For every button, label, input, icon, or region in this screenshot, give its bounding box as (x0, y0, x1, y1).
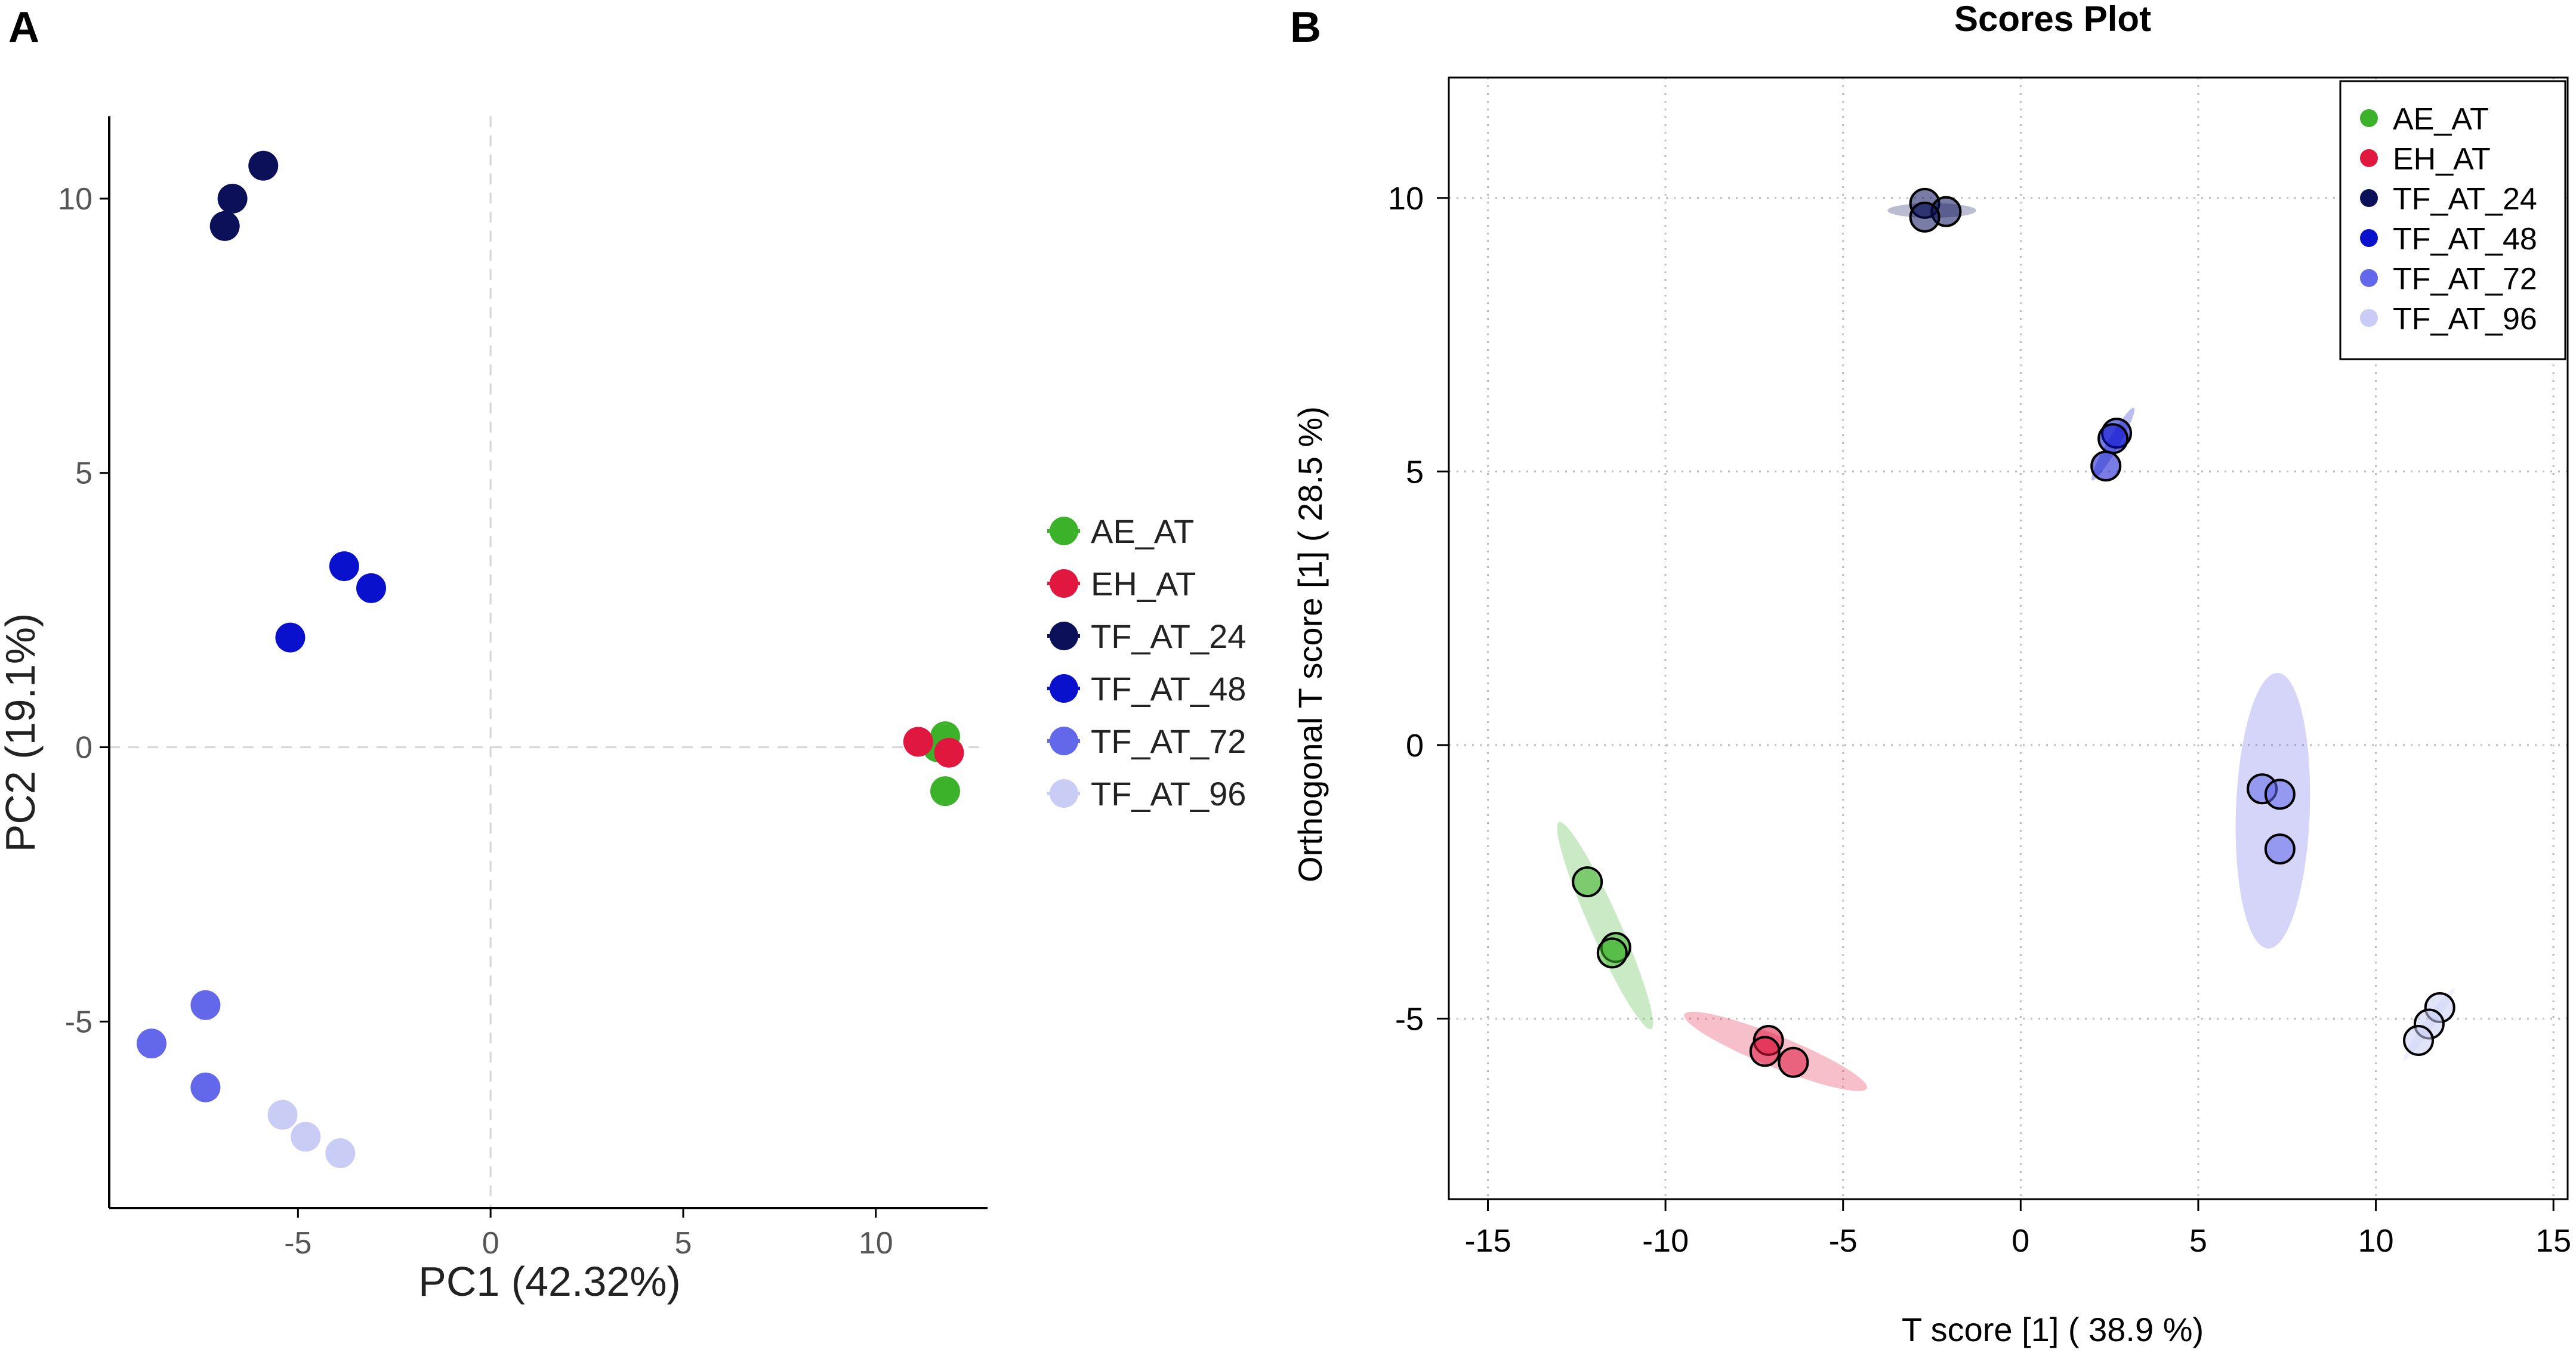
a-point-tf-at-24 (209, 211, 240, 241)
a-x-tick-label: -5 (284, 1226, 311, 1261)
b-legend-key-dot (2360, 149, 2378, 167)
a-y-axis-label: PC2 (19.1%) (0, 613, 44, 853)
b-ellipse-tf-at-72 (2235, 672, 2310, 949)
a-point-ae-at (930, 776, 960, 807)
b-legend-label: TF_AT_48 (2393, 222, 2537, 257)
a-legend-label: TF_AT_72 (1091, 722, 1246, 760)
b-x-tick-label: 10 (2358, 1223, 2394, 1259)
a-y-tick-label: 5 (75, 456, 92, 491)
panel-a-label: A (8, 4, 39, 51)
b-legend-box (2339, 80, 2566, 360)
a-legend-key-dot (1050, 622, 1078, 650)
a-legend-label: EH_AT (1091, 565, 1196, 603)
a-legend-key-dot (1050, 779, 1078, 808)
b-y-tick-label: -5 (1395, 1001, 1424, 1037)
b-point-tf-at-48 (2097, 423, 2129, 455)
b-y-tick-label: 10 (1388, 181, 1424, 217)
b-x-tick-label: -15 (1464, 1223, 1511, 1259)
b-legend-key-dot (2360, 229, 2378, 247)
a-legend-label: TF_AT_48 (1091, 670, 1246, 708)
b-legend-key-dot (2360, 309, 2378, 327)
b-x-tick-label: -10 (1642, 1223, 1689, 1259)
a-legend-key-dot (1050, 517, 1078, 545)
b-point-ae-at (1572, 866, 1603, 898)
b-chart-title: Scores Plot (1954, 0, 2151, 39)
a-y-tick-label: 10 (58, 182, 92, 217)
a-point-tf-at-72 (190, 1072, 221, 1102)
a-point-eh-at (934, 737, 964, 768)
b-point-eh-at (1749, 1036, 1781, 1067)
a-point-tf-at-48 (356, 573, 387, 603)
b-point-tf-at-48 (2090, 450, 2122, 482)
a-point-tf-at-24 (217, 183, 248, 214)
a-x-tick-label: 0 (482, 1226, 499, 1261)
a-legend-label: TF_AT_96 (1091, 775, 1246, 813)
a-point-tf-at-96 (325, 1138, 356, 1169)
a-point-tf-at-48 (275, 622, 306, 653)
a-legend-label: TF_AT_24 (1091, 617, 1246, 655)
a-point-tf-at-96 (267, 1100, 298, 1130)
a-legend-key-dot (1050, 569, 1078, 598)
b-legend-key-dot (2360, 189, 2378, 207)
b-legend-label: EH_AT (2393, 142, 2491, 177)
b-x-tick-label: 5 (2189, 1223, 2207, 1259)
b-legend-label: TF_AT_96 (2393, 302, 2537, 336)
b-x-axis-label: T score [1] ( 38.9 %) (1902, 1311, 2204, 1348)
b-legend-label: TF_AT_72 (2393, 262, 2537, 297)
b-y-tick-label: 0 (1406, 728, 1424, 764)
a-point-tf-at-72 (190, 990, 221, 1020)
a-legend-key-dot (1050, 674, 1078, 703)
b-x-tick-label: 15 (2535, 1223, 2571, 1259)
b-point-tf-at-24 (1909, 201, 1941, 233)
panel-b-label: B (1290, 4, 1321, 51)
a-x-tick-label: 5 (675, 1226, 692, 1261)
a-point-tf-at-72 (137, 1029, 167, 1059)
a-point-tf-at-48 (329, 551, 359, 582)
a-y-tick-label: 0 (75, 731, 92, 765)
b-point-tf-at-72 (2264, 779, 2296, 810)
a-point-tf-at-96 (291, 1122, 321, 1152)
a-legend-key-dot (1050, 727, 1078, 755)
a-point-tf-at-24 (248, 150, 279, 181)
a-legend-label: AE_AT (1091, 512, 1194, 550)
b-legend-key-dot (2360, 109, 2378, 127)
panel-b: B Scores Plot -15 -10 -5 0 5 10 15 -5 0 5 10 T sco… (1290, 0, 2571, 1348)
b-point-eh-at (1778, 1046, 1809, 1078)
a-legend: AE_AT EH_AT TF_AT_24 TF_AT_48 TF_AT_72 TF_AT_… (1047, 512, 1246, 813)
b-legend-label: TF_AT_24 (2393, 182, 2537, 217)
b-point-tf-at-72 (2264, 833, 2296, 865)
b-y-axis-label: Orthogonal T score [1] ( 28.5 %) (1291, 406, 1329, 882)
b-legend-key-dot (2360, 269, 2378, 287)
b-legend: AE_AT EH_AT TF_AT_24 TF_AT_48 TF_AT_72 TF_AT_… (2339, 80, 2566, 360)
b-legend-label: AE_AT (2393, 102, 2489, 137)
b-x-tick-label: -5 (1829, 1223, 1858, 1259)
b-plot-frame (1448, 76, 2569, 1200)
b-y-tick-label: 5 (1406, 454, 1424, 490)
a-point-eh-at (903, 727, 933, 757)
b-ellipse-ae-at (1557, 821, 1653, 1030)
b-point-ae-at (1596, 937, 1628, 969)
a-y-tick-label: -5 (65, 1005, 92, 1039)
a-x-axis-label: PC1 (42.32%) (418, 1258, 681, 1305)
b-x-tick-label: 0 (2012, 1223, 2029, 1259)
b-point-tf-at-96 (2403, 1025, 2434, 1057)
a-x-tick-label: 10 (859, 1226, 893, 1261)
